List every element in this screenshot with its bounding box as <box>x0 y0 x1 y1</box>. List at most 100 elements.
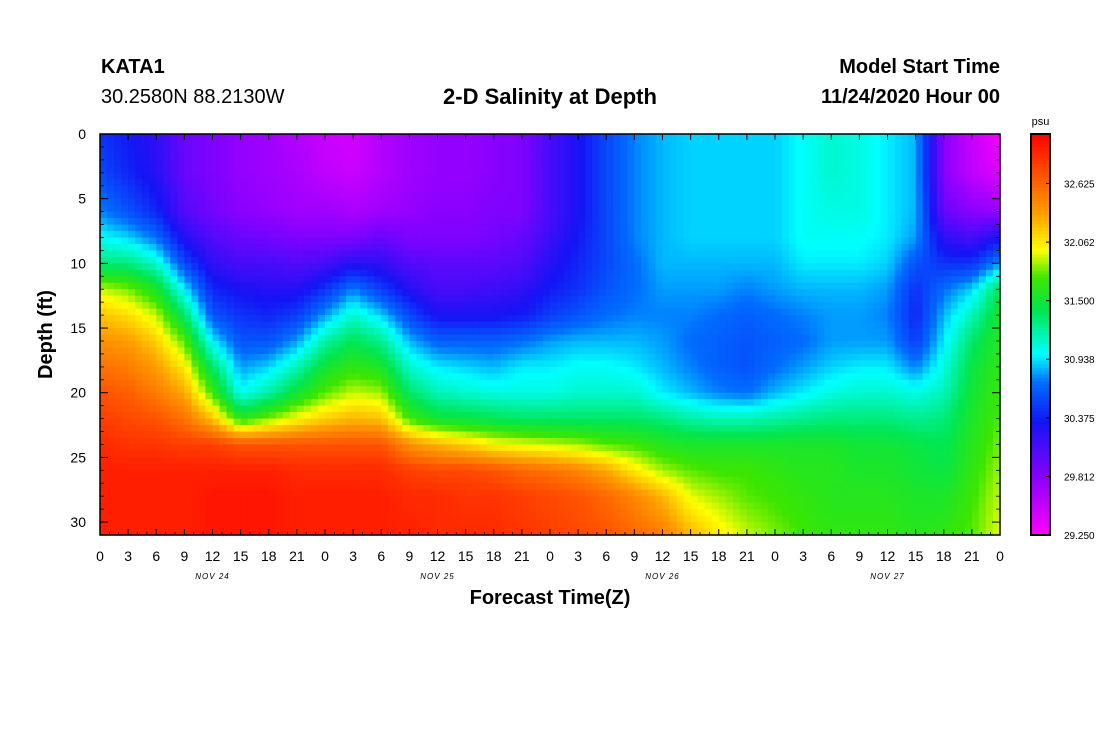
heatmap-cell <box>254 412 263 420</box>
heatmap-cell <box>212 340 221 349</box>
heatmap-cell <box>423 256 432 264</box>
heatmap-cell <box>289 295 298 303</box>
heatmap-cell <box>381 334 389 342</box>
heatmap-cell <box>599 295 607 303</box>
heatmap-cell <box>500 140 509 148</box>
heatmap-cell <box>507 418 516 426</box>
heatmap-cell <box>423 431 432 439</box>
heatmap-cell <box>564 159 572 167</box>
heatmap-cell <box>655 347 664 355</box>
heatmap-cell <box>303 444 312 452</box>
heatmap-cell <box>542 321 551 329</box>
heatmap-cell <box>528 509 537 517</box>
heatmap-cell <box>310 379 319 387</box>
heatmap-cell <box>184 470 193 478</box>
heatmap-cell <box>409 321 418 329</box>
heatmap-cell <box>303 250 312 258</box>
heatmap-cell <box>107 205 115 213</box>
heatmap-cell <box>282 153 291 161</box>
heatmap-cell <box>332 295 340 303</box>
heatmap-cell <box>500 509 509 517</box>
heatmap-cell <box>465 470 474 478</box>
heatmap-cell <box>514 134 523 142</box>
heatmap-cell <box>170 502 178 510</box>
heatmap-cell <box>606 373 614 381</box>
heatmap-cell <box>191 502 200 510</box>
heatmap-cell <box>599 166 607 174</box>
heatmap-cell <box>254 360 263 368</box>
heatmap-cell <box>156 353 164 361</box>
heatmap-cell <box>528 379 537 387</box>
heatmap-cell <box>226 295 235 303</box>
heatmap-cell <box>100 463 108 471</box>
heatmap-cell <box>514 153 523 161</box>
heatmap-cell <box>416 237 425 245</box>
heatmap-cell <box>578 321 586 329</box>
heatmap-cell <box>613 373 621 381</box>
heatmap-cell <box>317 289 326 297</box>
heatmap-cell <box>451 295 460 303</box>
heatmap-cell <box>550 483 558 491</box>
heatmap-cell <box>514 437 523 446</box>
heatmap-cell <box>198 463 207 471</box>
heatmap-cell <box>592 431 600 439</box>
heatmap-cell <box>353 276 361 284</box>
heatmap-cell <box>226 315 235 323</box>
heatmap-cell <box>472 496 481 504</box>
heatmap-cell <box>416 353 425 361</box>
heatmap-cell <box>381 522 389 530</box>
heatmap-cell <box>233 334 242 342</box>
heatmap-cell <box>395 198 403 206</box>
heatmap-cell <box>254 522 263 530</box>
heatmap-cell <box>240 425 249 433</box>
heatmap-cell <box>381 483 389 491</box>
heatmap-cell <box>100 302 108 310</box>
heatmap-cell <box>550 431 558 439</box>
heatmap-cell <box>353 509 361 517</box>
heatmap-cell <box>381 224 389 232</box>
heatmap-cell <box>528 192 537 200</box>
heatmap-cell <box>303 321 312 329</box>
heatmap-cell <box>430 328 439 336</box>
heatmap-cell <box>451 231 460 239</box>
heatmap-cell <box>521 237 530 245</box>
heatmap-cell <box>416 412 425 420</box>
heatmap-cell <box>444 256 453 264</box>
heatmap-cell <box>578 399 586 407</box>
heatmap-cell <box>310 263 319 271</box>
heatmap-cell <box>472 179 481 187</box>
heatmap-cell <box>507 399 516 407</box>
heatmap-cell <box>571 185 579 193</box>
heatmap-cell <box>325 179 333 187</box>
heatmap-cell <box>114 185 122 193</box>
heatmap-cell <box>648 425 657 433</box>
heatmap-cell <box>198 315 207 323</box>
heatmap-cell <box>662 185 671 193</box>
heatmap-cell <box>374 431 382 439</box>
heatmap-cell <box>282 140 291 148</box>
heatmap-cell <box>381 496 389 504</box>
heatmap-cell <box>535 302 544 310</box>
heatmap-cell <box>521 218 530 226</box>
heatmap-cell <box>409 431 418 439</box>
heatmap-cell <box>641 386 650 394</box>
heatmap-cell <box>282 205 291 213</box>
heatmap-cell <box>528 328 537 336</box>
heatmap-cell <box>114 379 122 387</box>
chart-title: 2-D Salinity at Depth <box>443 84 657 109</box>
heatmap-cell <box>353 218 361 226</box>
heatmap-cell <box>592 522 600 530</box>
heatmap-cell <box>648 450 657 458</box>
heatmap-cell <box>472 340 481 349</box>
heatmap-cell <box>458 179 467 187</box>
heatmap-cell <box>339 437 347 446</box>
heatmap-cell <box>620 340 628 349</box>
heatmap-cell <box>486 269 495 277</box>
heatmap-cell <box>571 172 579 180</box>
heatmap-cell <box>128 457 136 465</box>
heatmap-cell <box>149 159 157 167</box>
heatmap-cell <box>444 146 453 155</box>
heatmap-cell <box>205 269 214 277</box>
heatmap-cell <box>486 425 495 433</box>
heatmap-cell <box>388 224 396 232</box>
